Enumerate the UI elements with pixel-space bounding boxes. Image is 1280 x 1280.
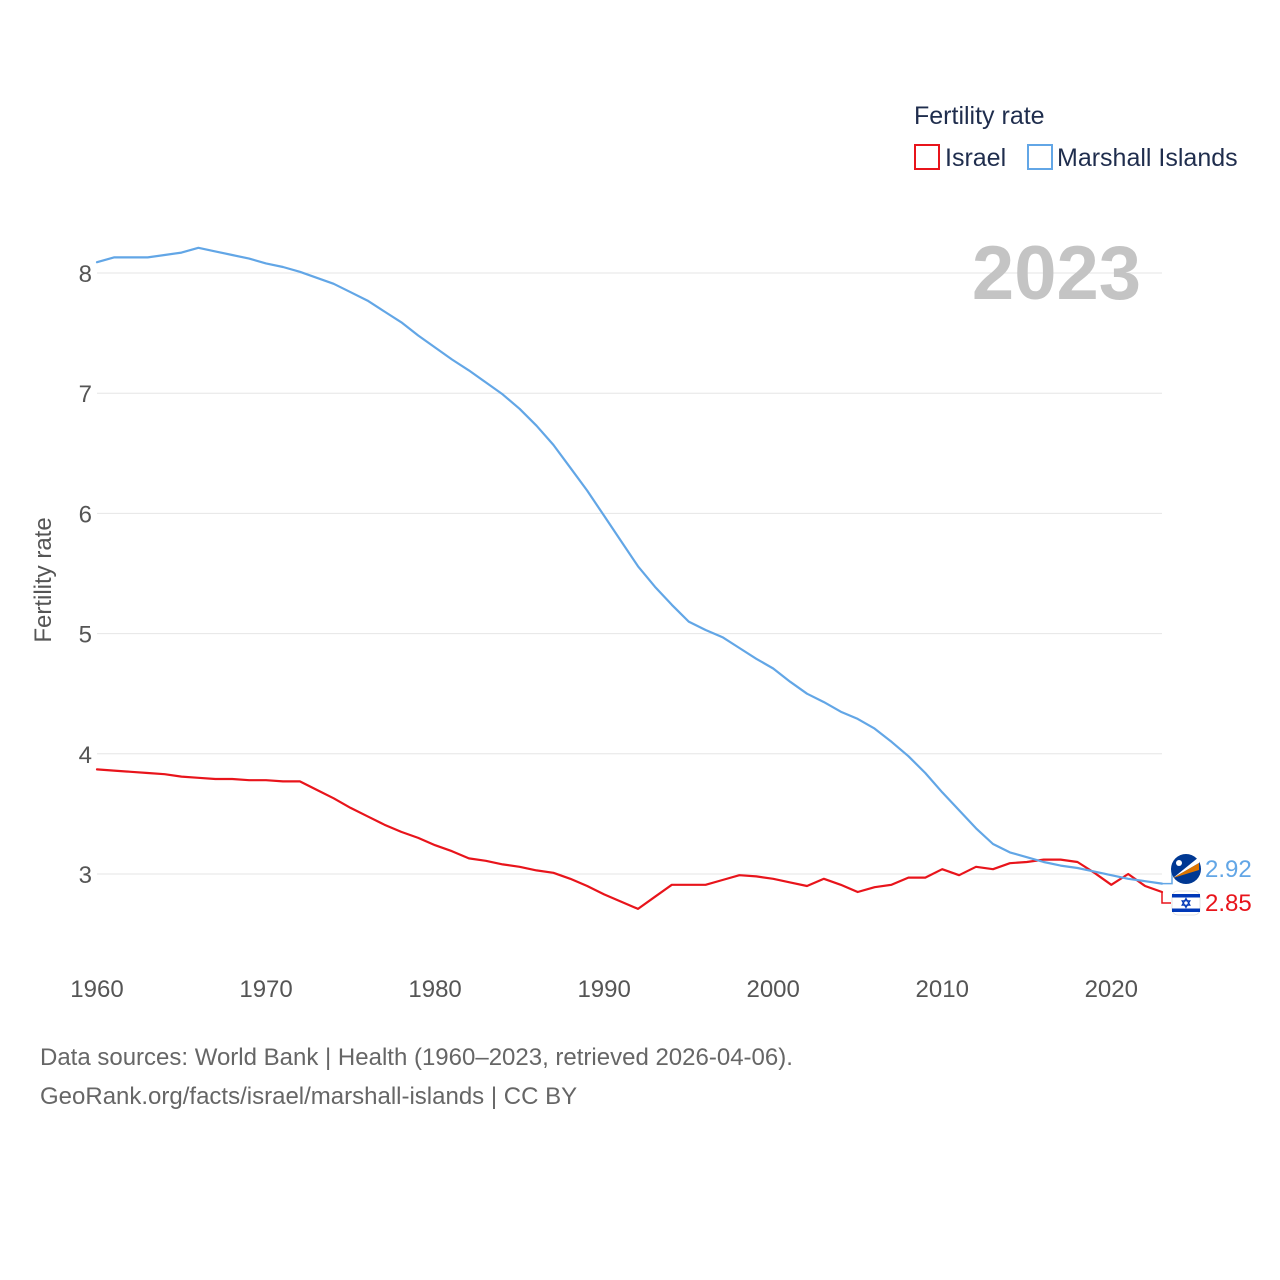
data-source-text: Data sources: World Bank | Health (1960–… <box>40 1044 793 1071</box>
credit-text: GeoRank.org/facts/israel/marshall-island… <box>40 1083 578 1110</box>
marshall-islands-flag-icon <box>1171 854 1201 884</box>
legend-swatch-israel <box>914 144 940 170</box>
y-tick-label-4: 4 <box>79 742 92 769</box>
series-lines <box>95 246 1164 911</box>
legend-title: Fertility rate <box>914 102 1045 130</box>
end-value-label-marshall-islands: 2.92 <box>1205 856 1252 883</box>
x-tick-label-2000: 2000 <box>746 976 799 1003</box>
legend-item-marshall-islands[interactable]: Marshall Islands <box>1027 144 1238 172</box>
y-axis-label: Fertility rate <box>30 517 57 642</box>
x-tick-label-1970: 1970 <box>239 976 292 1003</box>
series-line-israel <box>95 768 1164 911</box>
current-year-label: 2023 <box>972 231 1141 316</box>
x-tick-label-2010: 2010 <box>916 976 969 1003</box>
leader-line-israel <box>1161 892 1171 904</box>
x-tick-label-2020: 2020 <box>1085 976 1138 1003</box>
y-axis-ticks: 3 4 5 6 7 8 <box>79 261 92 889</box>
end-value-label-israel: 2.85 <box>1205 890 1252 917</box>
legend-item-israel[interactable]: Israel <box>914 144 1006 172</box>
legend-swatch-marshall-islands <box>1027 144 1053 170</box>
series-line-marshall-islands <box>95 246 1164 885</box>
grid-lines <box>97 272 1162 875</box>
legend-label-israel: Israel <box>945 144 1006 172</box>
end-markers: 2.92 2.85 <box>1161 854 1252 917</box>
y-tick-label-8: 8 <box>79 261 92 288</box>
x-tick-label-1960: 1960 <box>70 976 123 1003</box>
legend-label-marshall-islands: Marshall Islands <box>1057 144 1238 172</box>
x-axis-ticks: 1960 1970 1980 1990 2000 2010 2020 <box>70 976 1138 1003</box>
y-tick-label-6: 6 <box>79 501 92 528</box>
y-tick-label-5: 5 <box>79 622 92 649</box>
x-tick-label-1990: 1990 <box>577 976 630 1003</box>
y-tick-label-7: 7 <box>79 381 92 408</box>
israel-flag-icon <box>1171 890 1201 916</box>
legend: Fertility rate Israel Marshall Islands <box>914 102 1238 172</box>
x-tick-label-1980: 1980 <box>408 976 461 1003</box>
y-tick-label-3: 3 <box>79 862 92 889</box>
leader-line-marshall-islands <box>1162 868 1173 885</box>
